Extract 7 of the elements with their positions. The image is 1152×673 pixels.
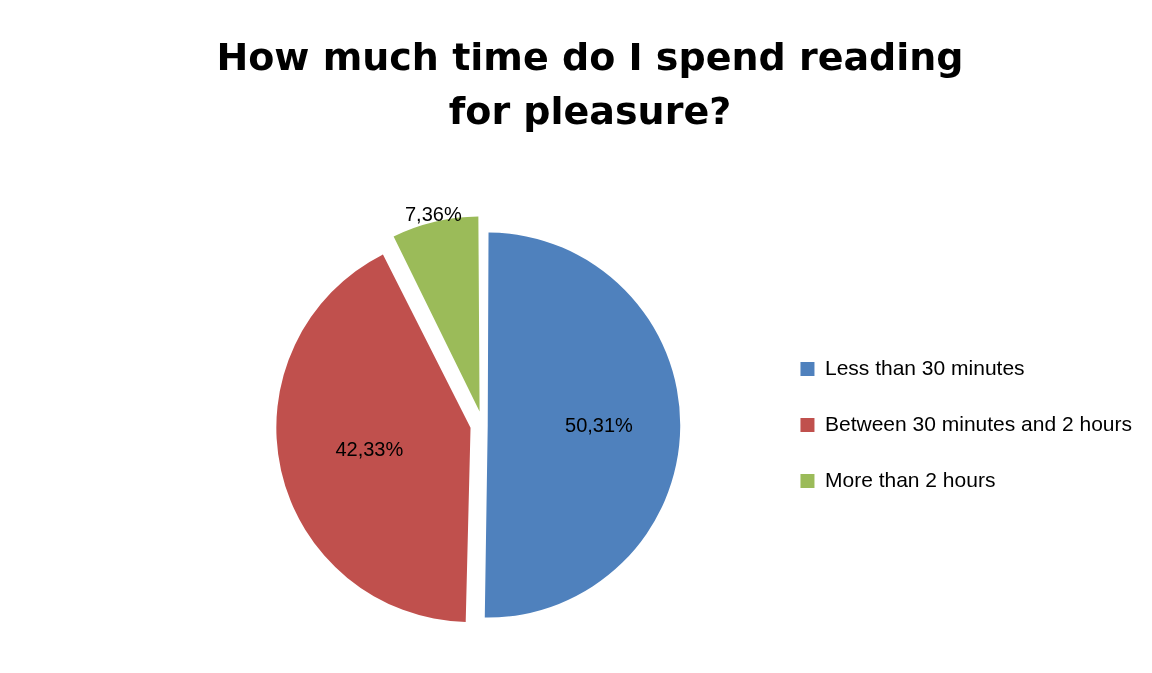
legend-label: Less than 30 minutes: [824, 355, 1025, 379]
data-label: 42,33%: [335, 438, 404, 461]
legend-label: Between 30 minutes and 2 hours: [824, 411, 1133, 435]
data-label: 7,36%: [404, 202, 462, 225]
data-label: 50,31%: [565, 413, 634, 436]
chart-title: How much time do I spend reading for pleasure?: [215, 34, 965, 135]
legend-label: More than 2 hours: [824, 467, 996, 491]
